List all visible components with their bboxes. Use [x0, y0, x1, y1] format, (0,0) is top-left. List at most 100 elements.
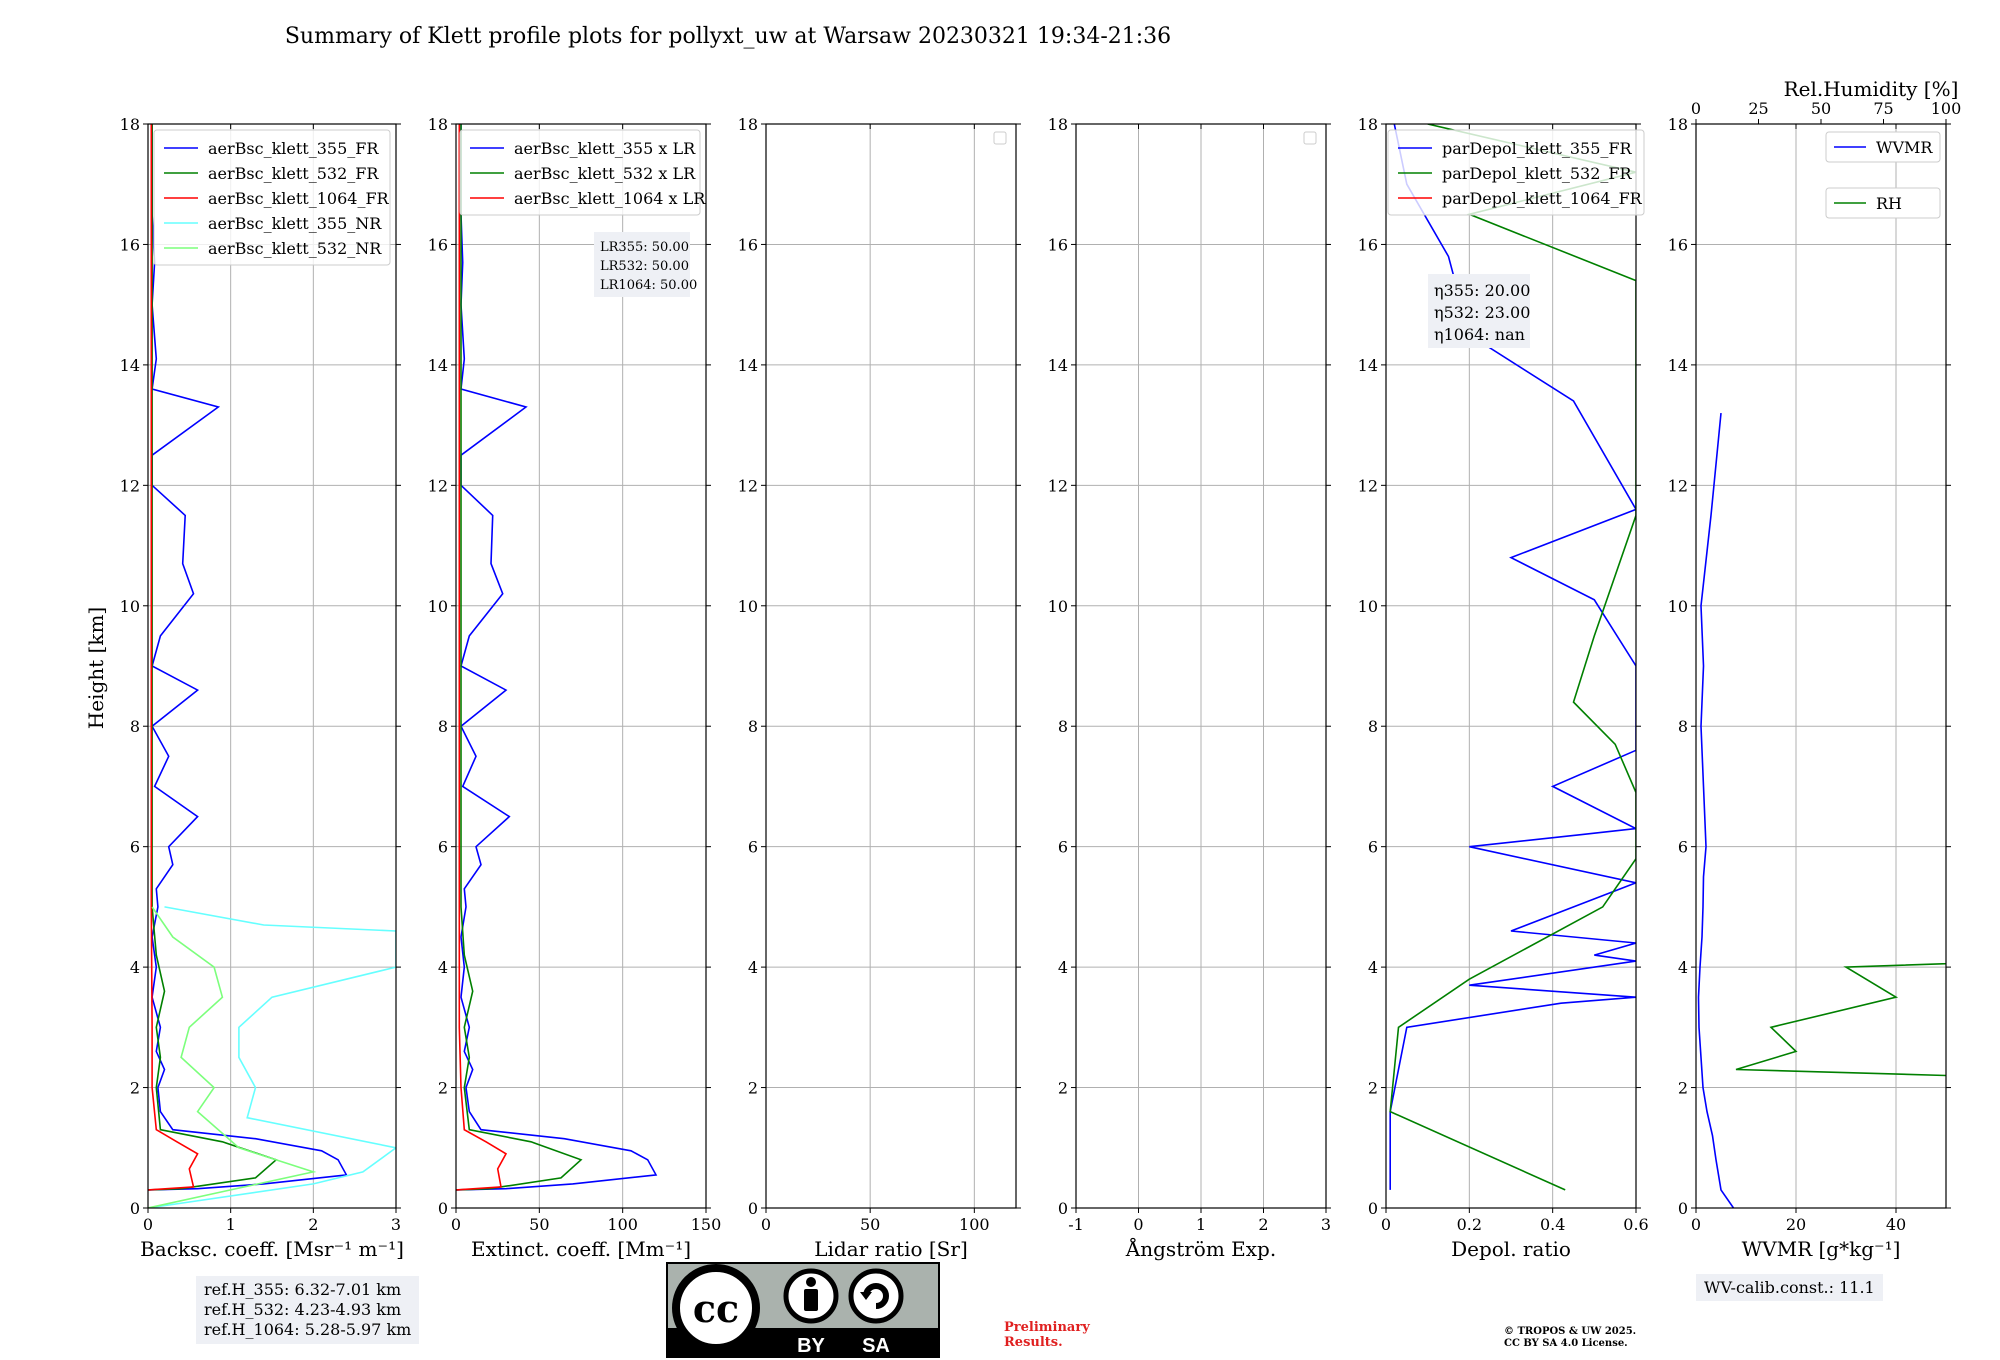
x-tick-label: 2	[1258, 1215, 1268, 1234]
annotation-text: LR532: 50.00	[600, 259, 689, 274]
y-tick-label: 8	[130, 717, 140, 736]
x2-tick-label: 25	[1748, 99, 1768, 118]
x2-tick-label: 75	[1873, 99, 1893, 118]
preliminary-line-1: Preliminary	[1004, 1320, 1090, 1335]
y-tick-label: 16	[1358, 235, 1378, 254]
y-tick-label: 0	[438, 1199, 448, 1218]
y-tick-label: 18	[1048, 115, 1068, 134]
y-tick-label: 2	[438, 1079, 448, 1098]
legend-entry: aerBsc_klett_355 x LR	[514, 139, 696, 158]
y-tick-label: 18	[1668, 115, 1688, 134]
y-tick-label: 18	[738, 115, 758, 134]
series-line-aerBsc_klett_355_NR	[148, 906, 396, 1208]
y-tick-label: 16	[428, 235, 448, 254]
y-tick-label: 4	[438, 958, 448, 977]
y-tick-label: 2	[1678, 1079, 1688, 1098]
y-tick-label: 4	[1678, 958, 1688, 977]
y-tick-label: 10	[1358, 597, 1378, 616]
y-tick-label: 14	[120, 356, 140, 375]
annotation-text: η355: 20.00	[1434, 281, 1530, 300]
legend-entry: WVMR	[1876, 138, 1933, 157]
y-axis-label: Height [km]	[84, 607, 108, 729]
y-tick-label: 0	[748, 1199, 758, 1218]
x-tick-label: 0.4	[1540, 1215, 1565, 1234]
wv-calibration-box: WV-calib.const.: 11.1	[1696, 1274, 1883, 1301]
series-line-aerBsc_klett_1064 x LR	[456, 124, 508, 1191]
ref-height-1064: ref.H_1064: 5.28-5.97 km	[204, 1320, 412, 1339]
legend-box	[153, 129, 391, 266]
legend-entry: aerBsc_klett_355_NR	[208, 214, 382, 233]
x-tick-label: 0	[143, 1215, 153, 1234]
y-tick-label: 4	[130, 958, 140, 977]
panel-frame	[1385, 123, 1637, 1209]
x-tick-label: 3	[1321, 1215, 1331, 1234]
series-line-aerBsc_klett_532 x LR	[456, 124, 583, 1191]
y-tick-label: 0	[1368, 1199, 1378, 1218]
x-tick-label: 40	[1886, 1215, 1906, 1234]
x2-axis-label: Rel.Humidity [%]	[1784, 77, 1959, 101]
series-line-RH	[1735, 962, 1946, 1077]
series-group	[1389, 124, 1636, 1191]
x-axis-label: Ångström Exp.	[1125, 1236, 1276, 1261]
copyright-note: © TROPOS & UW 2025. CC BY SA 4.0 License…	[1504, 1326, 1724, 1350]
panel-5: 0 2 4 6 8 10 12 14 16 18 0 0.2 0.4 0.6 Depol. ratio par…	[1358, 115, 1649, 1261]
x-axis-label: Lidar ratio [Sr]	[814, 1237, 968, 1261]
sa-label: SA	[862, 1335, 890, 1357]
y-tick-label: 0	[1058, 1199, 1068, 1218]
series-group	[1697, 413, 1946, 1208]
share-alike-icon	[848, 1268, 904, 1324]
series-line-aerBsc_klett_355_FR	[148, 124, 348, 1191]
legend-entry: aerBsc_klett_532_FR	[208, 164, 379, 183]
annotation-box	[1428, 274, 1530, 348]
y-tick-label: 4	[1058, 958, 1068, 977]
y-tick-label: 12	[738, 476, 758, 495]
y-tick-label: 0	[1678, 1199, 1688, 1218]
y-tick-label: 2	[748, 1079, 758, 1098]
x-tick-label: 20	[1786, 1215, 1806, 1234]
y-tick-label: 16	[1048, 235, 1068, 254]
x-tick-label: 0.6	[1623, 1215, 1648, 1234]
copyright-line-2: CC BY SA 4.0 License.	[1504, 1338, 1628, 1349]
figure-title: Summary of Klett profile plots for polly…	[285, 24, 1171, 49]
y-tick-label: 12	[428, 476, 448, 495]
y-tick-label: 2	[1368, 1079, 1378, 1098]
copyright-line-1: © TROPOS & UW 2025.	[1504, 1326, 1637, 1337]
y-tick-label: 6	[1368, 838, 1378, 857]
x2-tick-label: 100	[1931, 99, 1962, 118]
y-tick-label: 10	[120, 597, 140, 616]
x-tick-label: 50	[860, 1215, 880, 1234]
x-axis-label: Backsc. coeff. [Msr⁻¹ m⁻¹]	[140, 1237, 404, 1261]
legend-entry: aerBsc_klett_355_FR	[208, 139, 379, 158]
series-line-parDepol_klett_355_FR	[1389, 124, 1636, 1190]
x-tick-label: 2	[308, 1215, 318, 1234]
series-group	[148, 124, 396, 1208]
x-axis-label: Depol. ratio	[1451, 1237, 1571, 1261]
x-tick-label: 1	[226, 1215, 236, 1234]
cc-logo-text: cc	[693, 1286, 739, 1331]
legend-entry: parDepol_klett_532_FR	[1442, 164, 1633, 183]
x-tick-label: 150	[691, 1215, 722, 1234]
y-tick-label: 12	[120, 476, 140, 495]
legend-entry: aerBsc_klett_532_NR	[208, 239, 382, 258]
y-tick-label: 12	[1048, 476, 1068, 495]
cc-logo-icon	[672, 1264, 760, 1352]
legend-box	[1825, 187, 1941, 219]
y-tick-label: 10	[1668, 597, 1688, 616]
y-tick-label: 0	[130, 1199, 140, 1218]
series-line-aerBsc_klett_532_FR	[148, 124, 278, 1191]
legend-entry: parDepol_klett_355_FR	[1442, 139, 1633, 158]
annotation-text: η1064: nan	[1434, 325, 1525, 344]
annotation-text: η532: 23.00	[1434, 303, 1530, 322]
panel-frame	[1695, 123, 1947, 1209]
x-axis-label: Extinct. coeff. [Mm⁻¹]	[471, 1237, 691, 1261]
x2-tick-label: 0	[1691, 99, 1701, 118]
series-line-WVMR	[1697, 413, 1735, 1208]
x-tick-label: -1	[1068, 1215, 1084, 1234]
x-tick-label: 0	[1691, 1215, 1701, 1234]
preliminary-results-note: Preliminary Results.	[1004, 1320, 1124, 1350]
x-tick-label: 0	[761, 1215, 771, 1234]
